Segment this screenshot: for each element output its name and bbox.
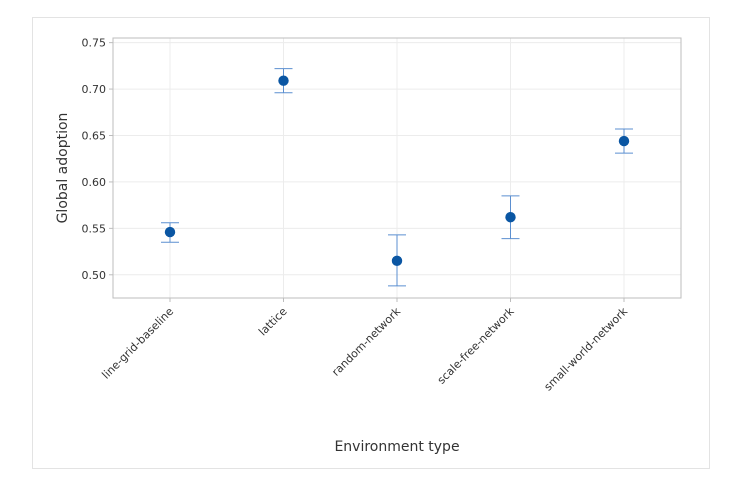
x-tick-label: scale-free-network xyxy=(435,304,517,386)
data-point xyxy=(164,226,176,238)
y-tick-label: 0.60 xyxy=(82,176,107,189)
data-point xyxy=(505,212,516,223)
x-axis-title: Environment type xyxy=(334,439,459,455)
x-tick-label: lattice xyxy=(256,305,290,339)
data-point xyxy=(618,135,630,147)
y-tick-label: 0.50 xyxy=(82,269,107,282)
y-tick-label: 0.75 xyxy=(82,37,107,50)
x-tick-labels: line-grid-baseline lattice random-network s… xyxy=(99,304,630,393)
y-tick-label: 0.65 xyxy=(82,130,107,143)
data-points xyxy=(164,75,630,267)
x-tick-label: line-grid-baseline xyxy=(99,305,176,382)
chart-frame xyxy=(32,17,710,469)
plot-area xyxy=(112,37,682,299)
grid-layer xyxy=(109,38,681,302)
x-tick-label: small-world-network xyxy=(542,304,631,393)
data-point xyxy=(278,75,289,86)
y-tick-labels: 0.50 0.55 0.60 0.65 0.70 0.75 xyxy=(82,37,107,282)
y-axis-title: Global adoption xyxy=(55,113,71,224)
y-tick-label: 0.70 xyxy=(82,83,107,96)
x-tick-label: random-network xyxy=(329,304,403,378)
data-point xyxy=(391,255,403,267)
y-tick-label: 0.55 xyxy=(82,222,107,235)
